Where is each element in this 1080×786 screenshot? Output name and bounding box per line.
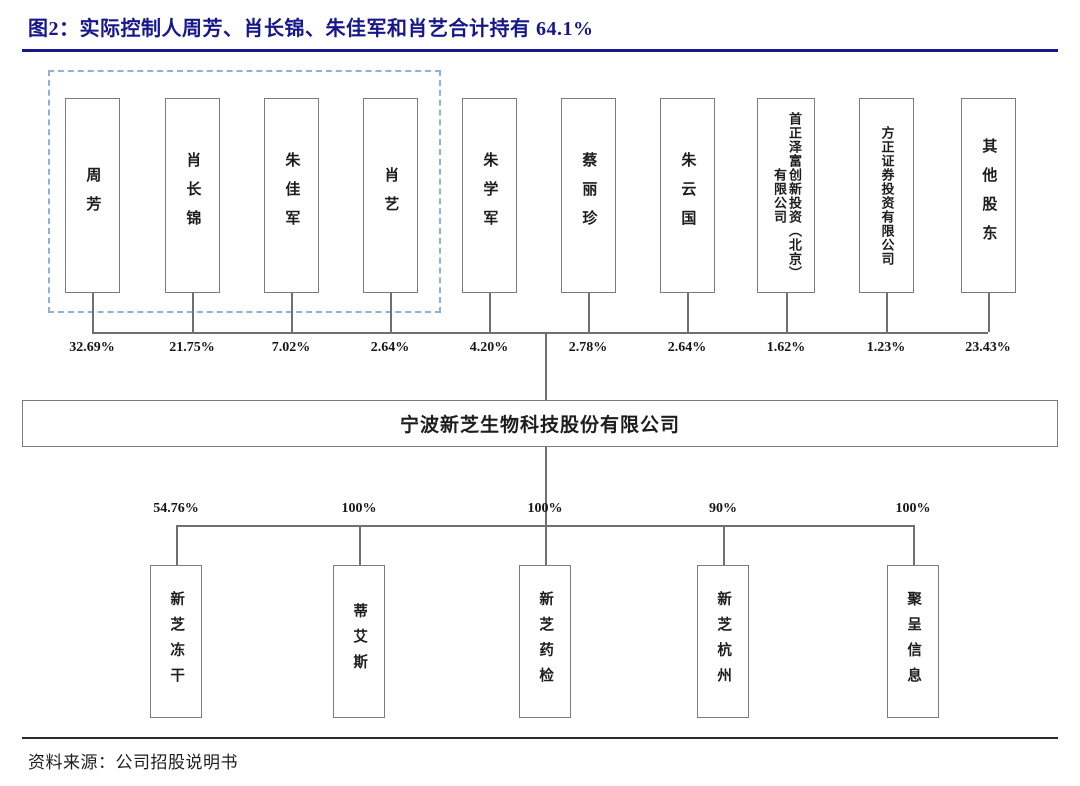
subsidiary-percentage: 54.76% (153, 501, 199, 516)
shareholder-percentage: 1.62% (766, 340, 806, 355)
shareholder-bus-line (92, 332, 988, 334)
shareholder-connector (988, 293, 990, 332)
subsidiary-percentage: 100% (341, 501, 377, 516)
shareholder-box[interactable]: 其他股东 (960, 98, 1016, 293)
title-divider (22, 49, 1058, 52)
footer-divider (22, 737, 1058, 739)
company-trunk-connector (545, 332, 547, 400)
shareholder-percentage: 2.78% (568, 340, 608, 355)
main-company-box[interactable]: 宁波新芝生物科技股份有限公司 (22, 400, 1058, 447)
shareholder-name: 首正泽富创新投资（北京）有限公司 (772, 111, 802, 280)
subsidiary-connector (176, 525, 178, 565)
shareholder-percentage: 23.43% (965, 340, 1011, 355)
shareholder-name: 蔡丽珍 (580, 152, 597, 239)
subsidiary-box[interactable]: 新芝杭州 (697, 565, 749, 718)
subsidiary-box[interactable]: 聚呈信息 (887, 565, 939, 718)
shareholder-connector (886, 293, 888, 332)
shareholder-percentage: 32.69% (69, 340, 115, 355)
subsidiary-name: 聚呈信息 (905, 590, 922, 693)
shareholder-box[interactable]: 朱学军 (461, 98, 517, 293)
subsidiary-percentage: 90% (709, 501, 737, 516)
shareholder-box[interactable]: 朱云国 (659, 98, 715, 293)
shareholder-box[interactable]: 周芳 (64, 98, 120, 293)
shareholder-connector (291, 293, 293, 332)
actual-controller-group-highlight (48, 70, 441, 313)
shareholder-percentage: 1.23% (866, 340, 906, 355)
subsidiary-connector (359, 525, 361, 565)
shareholder-percentage: 4.20% (469, 340, 509, 355)
subsidiary-connector (913, 525, 915, 565)
shareholder-percentage: 2.64% (370, 340, 410, 355)
title-bar: 图2：实际控制人周芳、肖长锦、朱佳军和肖艺合计持有 64.1% (28, 16, 1052, 56)
shareholder-name: 其他股东 (980, 137, 997, 254)
shareholder-box[interactable]: 肖艺 (362, 98, 418, 293)
source-note: 资料来源：公司招股说明书 (28, 753, 238, 772)
shareholder-name: 肖长锦 (184, 152, 201, 239)
subsidiary-name: 新芝杭州 (715, 590, 732, 693)
shareholder-name: 周芳 (84, 166, 101, 225)
subsidiary-connector (723, 525, 725, 565)
shareholder-name: 方正证券投资有限公司 (879, 125, 895, 266)
subsidiary-name: 蒂艾斯 (351, 603, 368, 680)
shareholder-name: 朱佳军 (283, 152, 300, 239)
shareholder-box[interactable]: 首正泽富创新投资（北京）有限公司 (757, 98, 815, 293)
shareholder-box[interactable]: 朱佳军 (263, 98, 319, 293)
subsidiary-box[interactable]: 新芝药检 (519, 565, 571, 718)
subsidiary-percentage: 100% (527, 501, 563, 516)
shareholder-connector (192, 293, 194, 332)
shareholder-box[interactable]: 方正证券投资有限公司 (858, 98, 914, 293)
shareholder-connector (390, 293, 392, 332)
shareholder-percentage: 2.64% (667, 340, 707, 355)
shareholder-box[interactable]: 蔡丽珍 (560, 98, 616, 293)
subsidiary-name: 新芝冻干 (168, 590, 185, 693)
subsidiary-trunk-connector (545, 447, 547, 525)
subsidiary-bus-line (176, 525, 913, 527)
shareholder-name: 朱学军 (481, 152, 498, 239)
shareholder-name: 肖艺 (382, 166, 399, 225)
shareholder-percentage: 7.02% (271, 340, 311, 355)
shareholder-connector (588, 293, 590, 332)
subsidiary-box[interactable]: 蒂艾斯 (333, 565, 385, 718)
shareholder-connector (489, 293, 491, 332)
main-company-label: 宁波新芝生物科技股份有限公司 (399, 415, 680, 436)
shareholder-percentage: 21.75% (169, 340, 215, 355)
shareholder-connector (92, 293, 94, 332)
subsidiary-percentage: 100% (895, 501, 931, 516)
shareholder-box[interactable]: 肖长锦 (164, 98, 220, 293)
shareholder-name: 朱云国 (679, 152, 696, 239)
subsidiary-box[interactable]: 新芝冻干 (150, 565, 202, 718)
shareholder-connector (687, 293, 689, 332)
page-title: 图2：实际控制人周芳、肖长锦、朱佳军和肖艺合计持有 64.1% (28, 18, 594, 40)
subsidiary-name: 新芝药检 (537, 590, 554, 693)
shareholder-connector (786, 293, 788, 332)
subsidiary-connector (545, 525, 547, 565)
